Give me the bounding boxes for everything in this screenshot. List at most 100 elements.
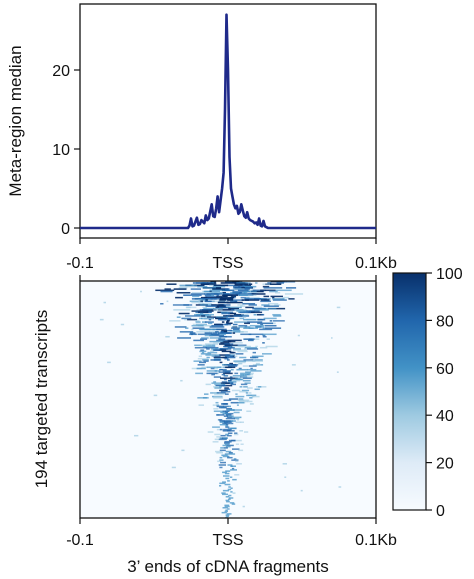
- heatmap-cell: [225, 354, 229, 356]
- heatmap-cell: [220, 434, 226, 437]
- heatmap-cell: [211, 282, 214, 284]
- colorbar-tick-label: 60: [436, 361, 454, 378]
- heatmap-cell: [228, 498, 231, 500]
- heatmap-cell: [232, 281, 240, 283]
- heatmap-cell: [227, 480, 230, 482]
- heatmap-cell: [273, 320, 285, 322]
- heatmap-cell: [234, 417, 240, 420]
- heatmap-cell: [224, 441, 232, 443]
- heatmap-bottom-x-ticks: -0.1 TSS 0.1Kb: [66, 518, 397, 549]
- heatmap-cell: [224, 453, 229, 455]
- heatmap-cell: [210, 291, 220, 294]
- heatmap-cell: [221, 454, 228, 456]
- heatmap-cell: [179, 331, 194, 333]
- heatmap-cell: [233, 409, 242, 411]
- heatmap-cell: [224, 387, 229, 389]
- heatmap-cell: [210, 354, 220, 356]
- heatmap-cell: [214, 370, 221, 372]
- heatmap-cell: [221, 381, 228, 383]
- heatmap-cell: [238, 324, 248, 327]
- heatmap-cell: [213, 410, 224, 413]
- heatmap-cell: [233, 328, 240, 331]
- colorbar-gradient: [392, 272, 427, 511]
- heatmap-cell: [226, 513, 232, 515]
- heatmap-cell: [198, 302, 213, 305]
- heatmap-cell: [194, 344, 203, 347]
- heatmap-cell: [242, 377, 252, 380]
- heatmap-cell: [219, 306, 231, 309]
- heatmap-cell: [248, 392, 252, 394]
- heatmap-cell: [252, 364, 261, 366]
- heatmap-cell: [270, 295, 283, 298]
- heatmap-cell: [99, 318, 104, 321]
- heatmap-cell: [239, 356, 247, 359]
- heatmap-cell: [247, 400, 253, 403]
- heatmap-cell: [230, 491, 233, 493]
- heatmap-cell: [234, 372, 239, 375]
- heatmap-cell: [220, 377, 228, 380]
- heatmap-cell: [265, 345, 278, 348]
- heatmap-cell: [248, 327, 258, 329]
- heatmap-cell: [254, 359, 263, 361]
- heatmap-cell: [274, 304, 281, 306]
- heatmap-cell: [240, 333, 252, 336]
- heatmap-cell: [224, 412, 234, 415]
- heatmap-cell: [225, 410, 230, 413]
- heatmap-cell: [282, 281, 287, 283]
- heatmap-cell: [223, 375, 229, 377]
- heatmap-cell: [227, 488, 232, 491]
- heatmap-cell: [216, 305, 226, 307]
- colorbar-tick-label: 100: [436, 266, 463, 283]
- heatmap-cell: [225, 411, 228, 414]
- heatmap-cell: [219, 386, 222, 388]
- line-x-tick-label: 0.1Kb: [355, 255, 397, 272]
- heatmap-cell: [228, 312, 237, 315]
- heatmap-cell: [219, 466, 223, 469]
- heatmap-cell: [241, 376, 254, 378]
- heatmap-cell: [235, 377, 241, 380]
- heatmap-cell: [164, 288, 171, 290]
- heatmap-cell: [257, 313, 264, 316]
- heatmap-cell: [247, 387, 253, 389]
- heatmap-cell: [223, 356, 236, 359]
- heatmap-cell: [215, 317, 227, 320]
- heatmap-cell: [205, 346, 219, 349]
- heatmap-cell: [213, 386, 220, 388]
- heatmap-cell: [253, 313, 257, 316]
- heatmap-cell: [235, 355, 238, 358]
- colorbar-ticks: 0 20 40 60 80 100: [426, 266, 463, 520]
- heatmap-cell: [255, 335, 260, 338]
- heatmap-cell: [272, 313, 281, 316]
- heatmap-cell: [225, 426, 230, 428]
- heatmap-cell: [239, 294, 257, 296]
- heatmap-cell: [207, 316, 224, 318]
- heatmap-cell: [261, 313, 265, 316]
- heatmap-cell: [226, 364, 239, 366]
- heatmap-cell: [232, 478, 237, 481]
- heatmap-cell: [202, 317, 214, 320]
- heatmap-cell: [225, 470, 231, 472]
- heatmap-cell: [262, 327, 267, 329]
- heatmap-cell: [251, 395, 260, 398]
- heatmap-cell: [231, 416, 242, 419]
- heatmap-cell: [230, 346, 235, 349]
- heatmap-cell: [235, 395, 245, 398]
- heatmap-cell: [213, 376, 221, 378]
- heatmap-cell: [242, 284, 245, 287]
- heatmap-cell: [224, 343, 234, 345]
- heatmap-cell: [240, 296, 250, 299]
- heatmap-cell: [239, 390, 248, 393]
- heatmap-cell: [224, 443, 230, 445]
- heatmap-cell: [210, 350, 215, 353]
- heatmap-cell: [185, 315, 201, 317]
- heatmap-cell: [225, 393, 229, 395]
- heatmap-cell: [223, 428, 232, 431]
- colorbar-tick-label: 40: [436, 408, 454, 425]
- heatmap-cell: [246, 310, 249, 312]
- heatmap-cell: [262, 342, 265, 344]
- heatmap-cell: [235, 421, 242, 424]
- heatmap-cell: [220, 368, 227, 371]
- heatmap-cell: [204, 334, 213, 337]
- heatmap-cell: [250, 367, 253, 370]
- heatmap-cell: [198, 404, 204, 406]
